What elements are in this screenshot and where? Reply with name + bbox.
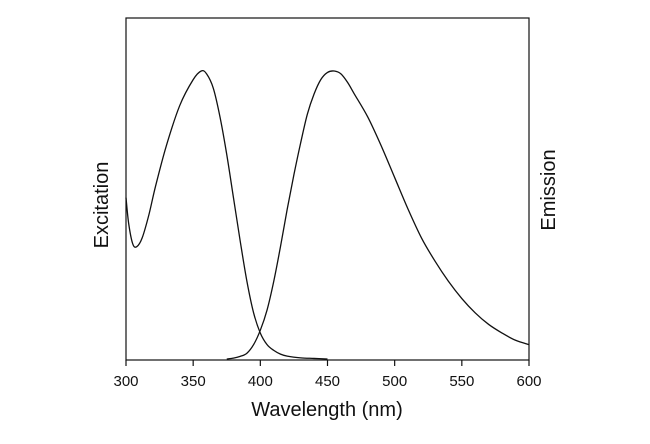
x-axis-title: Wavelength (nm) bbox=[251, 399, 403, 421]
x-tick-label: 600 bbox=[516, 373, 541, 390]
x-tick-label: 400 bbox=[248, 373, 273, 390]
x-tick-label: 450 bbox=[315, 373, 340, 390]
excitation-curve bbox=[125, 69, 328, 360]
x-tick-label: 300 bbox=[113, 373, 138, 390]
emission-curve bbox=[226, 70, 530, 360]
x-tick-label: 550 bbox=[449, 373, 474, 390]
plot-frame bbox=[125, 17, 530, 361]
series-layer bbox=[125, 69, 530, 360]
y-axis-title-right: Emission bbox=[538, 149, 560, 230]
y-axis-title-left: Excitation bbox=[91, 162, 113, 249]
x-tick-label: 350 bbox=[181, 373, 206, 390]
x-axis-ticks: 300 350 400 450 500 550 600 bbox=[113, 360, 542, 390]
x-tick-label: 500 bbox=[382, 373, 407, 390]
